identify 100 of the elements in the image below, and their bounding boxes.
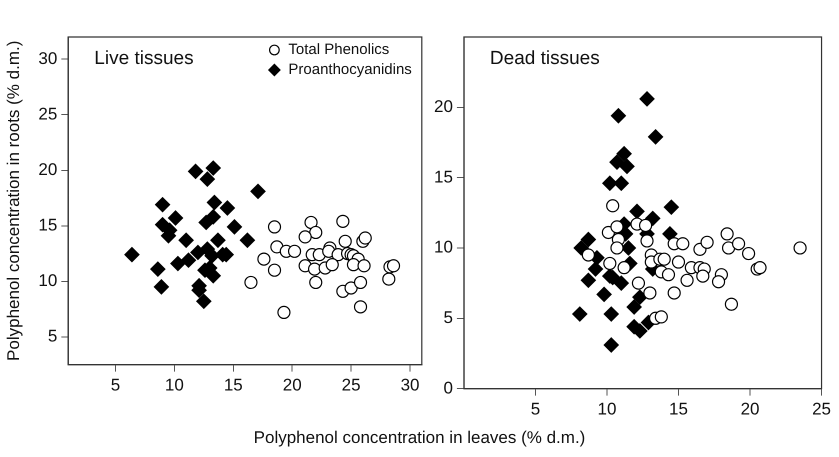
point	[268, 264, 282, 277]
y-tick-label: 20	[38, 160, 58, 179]
x-tick-label: 25	[342, 375, 361, 394]
point	[180, 252, 196, 268]
point	[616, 146, 632, 162]
point	[680, 274, 694, 287]
point	[580, 272, 596, 288]
point	[206, 160, 221, 176]
point	[154, 279, 169, 294]
x-tick-label: 5	[110, 375, 120, 394]
legend-label: Total Phenolics	[288, 41, 390, 58]
point	[308, 262, 322, 276]
point	[338, 234, 352, 248]
point	[309, 276, 322, 290]
point	[354, 276, 368, 290]
point	[154, 197, 170, 212]
point	[654, 310, 668, 324]
point	[386, 259, 400, 272]
point	[618, 261, 631, 274]
point	[610, 241, 624, 255]
x-tick-label: 10	[598, 399, 616, 418]
point	[629, 204, 645, 219]
point	[648, 129, 664, 144]
point	[344, 281, 358, 295]
point	[326, 258, 339, 272]
point	[724, 298, 738, 311]
x-axis-title: Polyphenol concentration in leaves (% d.m.)	[252, 428, 586, 448]
point	[572, 306, 588, 322]
point	[712, 275, 726, 288]
point	[603, 256, 616, 270]
y-tick-label: 0	[443, 378, 453, 398]
point	[662, 268, 676, 282]
point	[672, 255, 686, 269]
x-tick-label: 25	[812, 399, 832, 418]
point	[336, 214, 350, 228]
point	[732, 237, 746, 250]
point	[643, 286, 656, 300]
point	[614, 176, 629, 191]
point	[676, 237, 690, 250]
legend-label: Proanthocyanidins	[288, 61, 412, 78]
x-tick-label: 5	[530, 399, 540, 418]
point	[753, 261, 767, 274]
x-tick-label: 10	[164, 375, 184, 394]
point	[358, 231, 372, 245]
point	[200, 172, 215, 187]
point	[382, 272, 396, 286]
point	[206, 268, 221, 284]
point	[720, 227, 734, 240]
point	[298, 230, 312, 244]
text: Live tissues	[94, 48, 194, 70]
point	[639, 91, 655, 106]
point	[640, 234, 654, 248]
point	[793, 241, 807, 255]
point	[206, 194, 222, 210]
point	[198, 214, 214, 230]
point	[309, 226, 322, 240]
x-tick-label: 20	[740, 399, 760, 418]
point	[632, 276, 646, 290]
point	[574, 240, 589, 256]
point	[357, 259, 371, 272]
point	[638, 218, 652, 232]
y-tick-label: 5	[443, 308, 453, 327]
point	[596, 286, 612, 302]
point	[614, 276, 629, 291]
text: Dead tissues	[490, 48, 600, 70]
y-tick-label: 10	[38, 271, 58, 290]
point	[150, 261, 166, 277]
point	[226, 219, 242, 234]
x-tick-label: 15	[224, 375, 243, 394]
y-tick-label: 15	[38, 215, 58, 234]
y-tick-label: 5	[48, 326, 58, 346]
point	[277, 306, 291, 320]
x-tick-label: 20	[282, 375, 302, 394]
point	[190, 244, 206, 260]
point	[662, 226, 678, 242]
point	[240, 232, 256, 248]
point	[268, 220, 282, 234]
point	[168, 210, 184, 226]
point	[188, 164, 204, 179]
point	[170, 256, 186, 272]
point	[257, 252, 271, 266]
point	[602, 176, 618, 191]
point	[210, 232, 226, 248]
x-tick-label: 30	[400, 375, 420, 394]
point	[124, 247, 140, 262]
point	[700, 236, 714, 249]
point	[658, 252, 671, 266]
point	[606, 199, 620, 212]
point	[178, 232, 194, 248]
point	[196, 294, 212, 309]
point	[668, 286, 681, 300]
y-tick-label: 10	[434, 238, 453, 257]
point	[696, 269, 710, 283]
point	[742, 246, 756, 260]
point	[288, 244, 302, 258]
point	[604, 306, 619, 322]
point	[619, 158, 635, 174]
point	[244, 276, 258, 290]
point	[604, 337, 619, 353]
y-tick-label: 30	[38, 48, 58, 68]
